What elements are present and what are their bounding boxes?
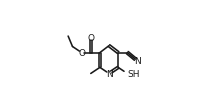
Text: O: O (87, 34, 94, 43)
Text: SH: SH (128, 69, 140, 78)
Text: N: N (134, 57, 141, 66)
Text: O: O (78, 49, 85, 58)
Text: N: N (106, 69, 112, 78)
